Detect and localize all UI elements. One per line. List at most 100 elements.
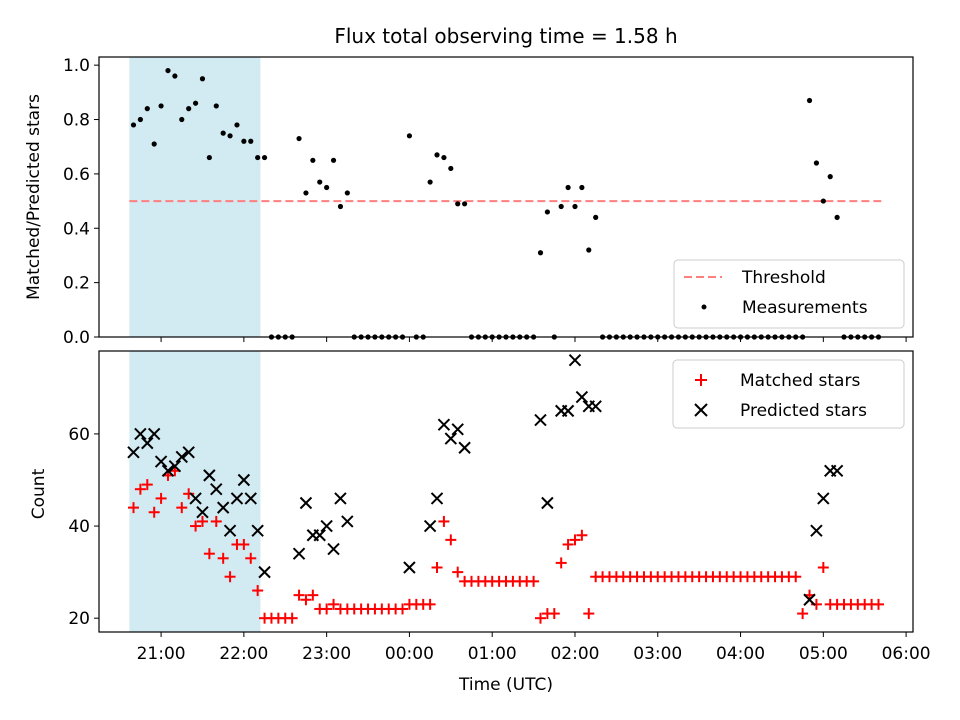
legend-box [672, 359, 905, 429]
matched-star-point [155, 492, 167, 504]
measurement-point [137, 116, 143, 123]
y-tick-label: 1.0 [63, 56, 90, 76]
marker-stroke [203, 469, 216, 482]
predicted-star-point [196, 506, 209, 519]
marker-stroke [444, 432, 458, 445]
legend-predicted-label: Predicted stars [740, 401, 867, 421]
matched-star-point [528, 575, 540, 587]
predicted-star-point [423, 519, 437, 533]
predicted-star-point [299, 496, 313, 510]
measurement-point [434, 152, 440, 158]
predicted-star-point [561, 404, 575, 418]
matched-star-point [245, 552, 257, 564]
marker-stroke [168, 459, 182, 473]
predicted-star-point [258, 565, 271, 579]
matched-star-point [797, 608, 809, 620]
predicted-star-point [141, 436, 154, 450]
predicted-star-point [154, 455, 168, 468]
measurement-point [558, 203, 564, 210]
matched-star-point [569, 534, 581, 546]
marker-stroke [803, 593, 816, 606]
predicted-star-point [175, 450, 188, 464]
legend-threshold-label: Threshold [741, 268, 826, 288]
matched-star-point [534, 612, 546, 624]
marker-stroke [810, 524, 823, 537]
measurement-point [186, 106, 192, 112]
predicted-star-point [230, 492, 244, 505]
measurement-point [537, 250, 544, 256]
x-tick-label: 06:00 [882, 644, 931, 664]
measurement-point [337, 203, 344, 210]
predicted-star-point [292, 547, 306, 560]
matched-star-point [562, 538, 574, 550]
measurement-point [310, 157, 316, 163]
x-axis-ticks: 21:00 22:00 23:00 00:00 01:00 02:00 03:00 04:00… [137, 632, 931, 664]
measurement-point [303, 190, 309, 196]
predicted-star-point [134, 427, 147, 441]
measurement-point [455, 201, 461, 207]
measurement-point [261, 154, 268, 161]
y-tick-label: 0.2 [63, 274, 90, 294]
highlight-span [129, 57, 261, 337]
marker-stroke [341, 515, 354, 528]
measurement-point [179, 116, 185, 123]
x-tick-label: 21:00 [137, 644, 186, 664]
predicted-star-point [430, 492, 444, 505]
matched-star-point [293, 589, 305, 601]
marker-stroke [589, 400, 602, 413]
matched-star-point [286, 612, 298, 624]
y-tick-label: 60 [68, 425, 90, 445]
matched-star-point [203, 548, 215, 560]
measurement-point [462, 201, 468, 207]
measurement-point [172, 73, 178, 79]
measurement-point [241, 138, 247, 144]
measurement-point [448, 165, 454, 172]
measurement-point [579, 184, 585, 191]
measurement-point [544, 209, 550, 215]
y-axis-label: Matched/Predicted stars [24, 94, 44, 300]
predicted-star-point [147, 427, 161, 441]
marker-stroke [575, 390, 589, 404]
legend-predicted-swatch [694, 403, 708, 417]
predicted-star-point [403, 561, 416, 574]
marker-stroke [127, 446, 140, 459]
x-tick-label: 03:00 [633, 644, 682, 664]
marker-stroke [292, 547, 306, 560]
marker-stroke [134, 427, 147, 441]
predicted-star-point [534, 413, 547, 427]
matched-star-point [252, 585, 264, 597]
marker-stroke [182, 446, 195, 459]
matched-star-point [238, 538, 250, 550]
measurement-point [406, 133, 413, 139]
measurement-point [213, 103, 219, 109]
count-panel: 20 40 60 21:00 22:00 23:00 00:00 01:00 02:00 03:… [29, 350, 931, 695]
predicted-star-point [437, 418, 451, 431]
matched-star-point [176, 502, 188, 514]
matched-star-point [127, 502, 139, 514]
marker-stroke [334, 492, 347, 505]
marker-stroke [534, 413, 547, 427]
predicted-star-point [458, 441, 471, 454]
matched-star-point [141, 479, 153, 491]
matched-star-point [328, 598, 340, 610]
matched-star-point [300, 594, 312, 606]
marker-stroke [147, 427, 161, 441]
y-tick-label: 20 [68, 609, 90, 629]
matched-star-point [321, 603, 333, 615]
measurement-point [565, 184, 571, 191]
measurement-point [199, 76, 206, 82]
marker-stroke [210, 482, 223, 496]
measurement-point [151, 141, 157, 147]
marker-stroke [154, 455, 168, 468]
predicted-star-point [334, 492, 347, 505]
predicted-star-point [237, 473, 251, 487]
marker-stroke [141, 436, 154, 450]
matched-star-point [555, 557, 567, 569]
marker-stroke [320, 519, 333, 533]
measurement-point [255, 154, 261, 161]
marker-stroke [161, 464, 175, 477]
matched-star-point [134, 483, 146, 495]
legend-box [673, 259, 905, 329]
legend: Threshold Measurements [673, 259, 905, 329]
legend: Matched stars Predicted stars [672, 359, 905, 429]
